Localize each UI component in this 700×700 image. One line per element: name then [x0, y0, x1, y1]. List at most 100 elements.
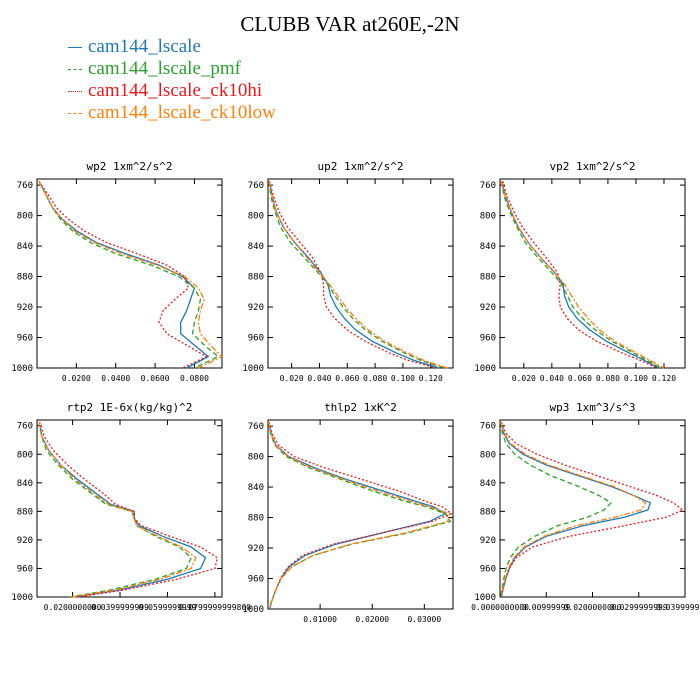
y-tick-label: 800: [248, 212, 264, 222]
subplot-title: rtp2 1E-6x(kg/kg)^2: [67, 401, 193, 414]
series-line-cam144-lscale-pmf: [38, 181, 220, 369]
y-tick-label: 920: [480, 303, 496, 313]
subplot-title: wp3 1xm^3/s^3: [549, 401, 635, 414]
chart-title: CLUBB VAR at260E,-2N: [240, 12, 460, 36]
subplot-5: thlp2 1xK^2 760 800 840 880 920 960 1000 0.01000…: [242, 401, 454, 624]
plot-frame: [267, 419, 454, 610]
y-tick-label: 960: [17, 334, 33, 344]
x-tick-label: 0.0799999999800: [179, 603, 251, 612]
y-tick-label: 840: [17, 479, 33, 489]
x-tick-label: 0.060: [335, 374, 359, 383]
x-tick-label: 0.0000000000: [471, 603, 529, 612]
x-tick-label: 0.080: [596, 374, 620, 383]
y-tick-label: 800: [248, 453, 264, 463]
x-tick-label: 0.0800: [180, 374, 209, 383]
subplot-title: thlp2 1xK^2: [324, 401, 397, 414]
y-tick-label: 1000: [242, 605, 264, 615]
y-tick-label: 1000: [11, 364, 33, 374]
series-line-cam144-lscale-ck10hi: [38, 421, 219, 598]
series-line-cam144-lscale-pmf: [38, 421, 192, 598]
legend-line: [68, 113, 82, 114]
x-tick-label: 0.020: [280, 374, 304, 383]
y-tick-label: 920: [248, 544, 264, 554]
y-tick-label: 880: [248, 273, 264, 283]
x-tick-label: 0.0599999999: [139, 603, 197, 612]
y-tick-label: 840: [248, 242, 264, 252]
y-tick-label: 840: [248, 483, 264, 493]
subplot-title: wp2 1xm^2/s^2: [86, 160, 172, 173]
x-tick-label: 0.0400: [101, 374, 130, 383]
series-line-cam144-lscale-ck10low: [38, 181, 224, 369]
y-tick-label: 800: [480, 450, 496, 460]
y-tick-label: 760: [17, 422, 33, 432]
y-tick-label: 920: [480, 536, 496, 546]
series-line-cam144-lscale-ck10hi: [502, 181, 658, 369]
legend-label: cam144_lscale_pmf: [88, 58, 242, 79]
y-tick-label: 960: [248, 334, 264, 344]
x-tick-label: 0.040: [540, 374, 564, 383]
y-tick-label: 840: [17, 242, 33, 252]
y-tick-label: 800: [480, 212, 496, 222]
legend-label: cam144_lscale: [88, 36, 201, 57]
y-tick-label: 1000: [242, 364, 264, 374]
y-tick-label: 920: [248, 303, 264, 313]
x-tick-label: 0.01000: [303, 615, 337, 624]
y-tick-label: 760: [480, 181, 496, 191]
legend-label: cam144_lscale_ck10hi: [88, 80, 263, 101]
y-tick-label: 880: [480, 273, 496, 283]
y-tick-label: 1000: [474, 364, 496, 374]
legend-label: cam144_lscale_ck10low: [88, 102, 276, 123]
x-tick-label: 0.0600: [141, 374, 170, 383]
subplot-4: rtp2 1E-6x(kg/kg)^2 760 800 840 880 920 960 100…: [11, 401, 251, 612]
series-line-cam144-lscale: [500, 421, 652, 598]
series-line-cam144-lscale: [268, 181, 440, 369]
series-line-cam144-lscale-ck10low: [268, 181, 448, 369]
x-tick-label: 0.020: [512, 374, 536, 383]
y-tick-label: 800: [17, 212, 33, 222]
x-tick-label: 0.0299999999: [610, 603, 668, 612]
y-tick-label: 840: [480, 242, 496, 252]
y-tick-label: 960: [17, 564, 33, 574]
y-tick-label: 1000: [474, 593, 496, 603]
plot-frame: [36, 419, 223, 598]
y-tick-label: 880: [17, 507, 33, 517]
y-tick-label: 880: [248, 514, 264, 524]
series-line-cam144-lscale-ck10low: [38, 421, 197, 598]
plot-frame: [267, 178, 454, 369]
x-tick-label: 0.120: [419, 374, 443, 383]
x-tick-label: 0.100: [391, 374, 415, 383]
series-line-cam144-lscale-pmf: [499, 421, 613, 598]
series-line-cam144-lscale-ck10low: [267, 422, 451, 610]
x-tick-label: 0.03000: [407, 615, 441, 624]
x-tick-label: 0.060: [568, 374, 592, 383]
series-line-cam144-lscale: [267, 422, 447, 610]
plot-frame: [36, 178, 223, 369]
x-tick-label: 0.120: [652, 374, 676, 383]
subplot-3: vp2 1xm^2/s^2 760 800 840 880 920 960 1000 0.020…: [474, 160, 686, 383]
x-tick-label: 0.0200: [62, 374, 91, 383]
y-tick-label: 760: [17, 181, 33, 191]
legend-line: [68, 47, 82, 48]
subplot-1: wp2 1xm^2/s^2 760 800 840 880 920 960 1000 0.020…: [11, 160, 224, 383]
legend-line: [68, 91, 82, 92]
subplot-title: vp2 1xm^2/s^2: [549, 160, 635, 173]
series-line-cam144-lscale-pmf: [267, 422, 452, 610]
y-tick-label: 1000: [11, 593, 33, 603]
series-line-cam144-lscale-pmf: [500, 181, 662, 369]
y-tick-label: 960: [248, 575, 264, 585]
series-line-cam144-lscale-pmf: [268, 181, 445, 369]
x-tick-label: 0.0200000000: [564, 603, 622, 612]
x-tick-label: 0.100: [624, 374, 648, 383]
x-tick-label: 0.0399999999: [656, 603, 700, 612]
x-tick-label: 0.0200000000: [44, 603, 102, 612]
series-line-cam144-lscale-ck10hi: [268, 181, 437, 369]
y-tick-label: 920: [17, 536, 33, 546]
legend-line: [68, 69, 82, 70]
plot-frame: [499, 419, 686, 598]
y-tick-label: 960: [480, 564, 496, 574]
y-tick-label: 840: [480, 479, 496, 489]
x-tick-label: 0.080: [363, 374, 387, 383]
y-tick-label: 760: [248, 181, 264, 191]
x-tick-label: 0.0399999999: [91, 603, 149, 612]
